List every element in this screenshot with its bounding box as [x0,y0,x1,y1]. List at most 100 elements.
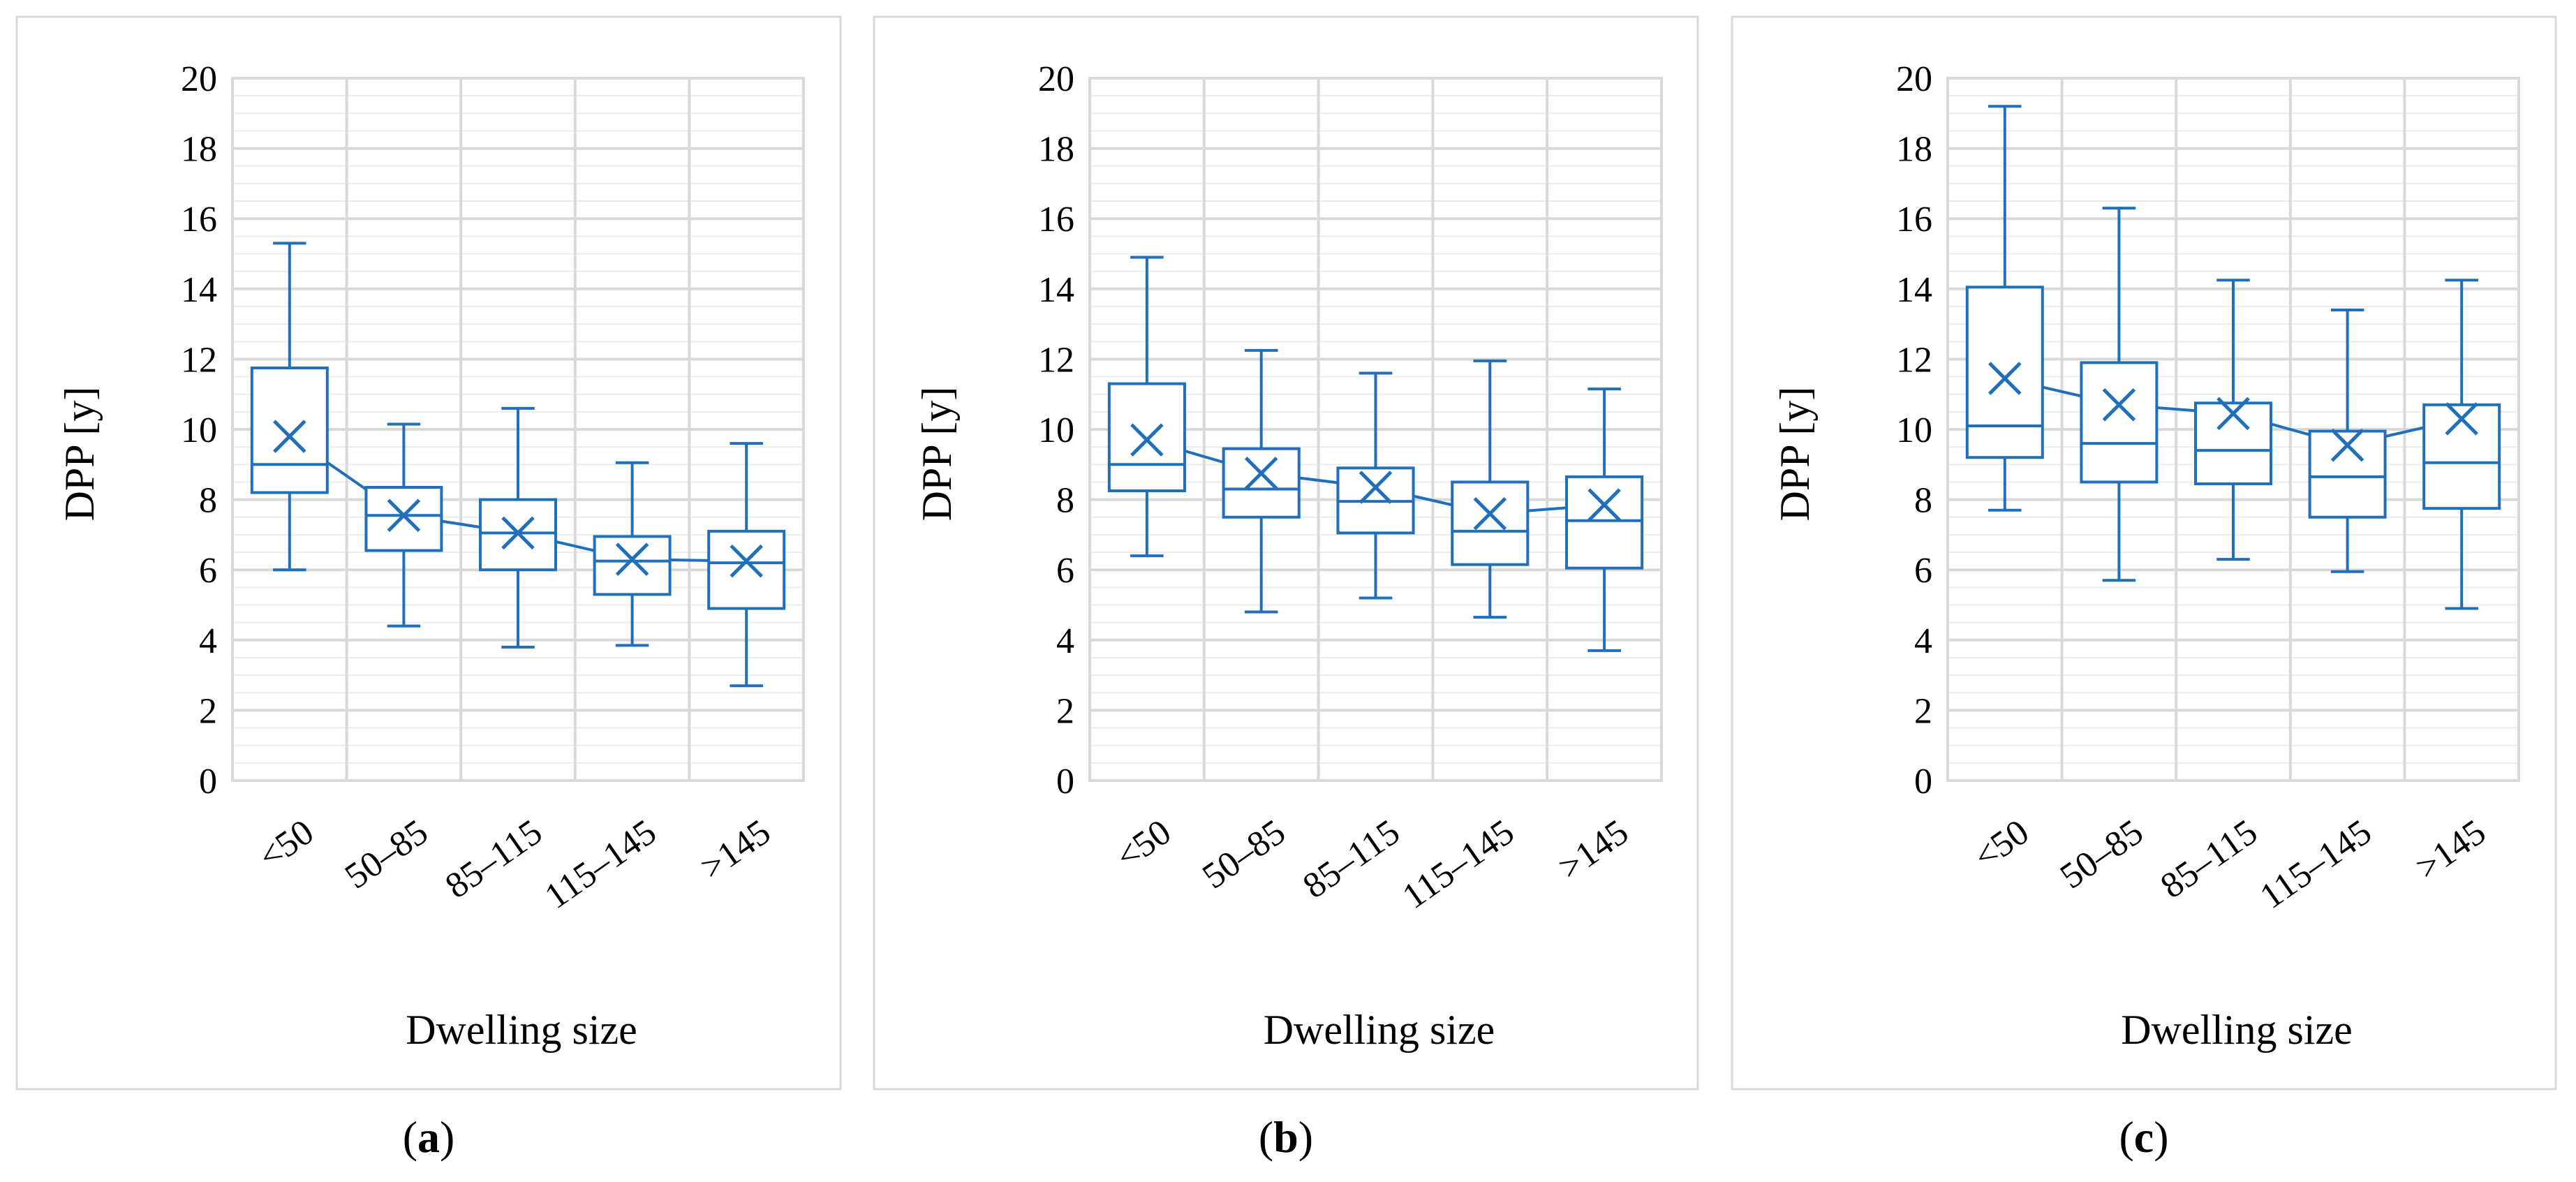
iqr-box [1565,475,1644,570]
box-85–115 [1336,371,1415,600]
box-<50 [1107,256,1186,558]
mean-marker [730,544,763,578]
iqr-box [1451,480,1530,566]
mean-marker [273,420,306,453]
iqr-box [593,535,672,596]
y-tick-label: 18 [1038,130,1074,170]
x-axis-title: Dwelling size [406,1007,637,1053]
y-tick-label: 12 [181,340,217,380]
box->145 [2422,279,2501,610]
iqr-box [1965,286,2044,459]
y-tick-label: 16 [181,200,217,239]
iqr-box [364,485,443,552]
y-tick-label: 16 [1896,200,1932,239]
y-tick-label: 12 [1038,340,1074,380]
y-tick-label: 14 [1038,270,1074,310]
box-<50 [1965,105,2044,512]
y-tick-label: 0 [199,762,217,801]
y-tick-label: 6 [199,551,217,591]
caption-letter: c [2134,1112,2154,1162]
iqr-box [2194,401,2272,485]
y-tick-label: 20 [181,59,217,99]
y-tick-label: 18 [181,130,217,170]
y-tick-label: 12 [1896,340,1932,380]
box-85–115 [2194,279,2272,561]
mean-marker [501,516,535,550]
y-tick-label: 10 [181,411,217,450]
mean-marker [615,542,649,576]
plot-area-border [1946,77,2520,782]
box-50–85 [364,422,443,628]
iqr-box [250,366,329,494]
box-115–145 [593,461,672,647]
y-tick-label: 0 [1056,762,1074,801]
y-tick-label: 4 [1056,621,1074,661]
plot-area-border [231,77,805,782]
iqr-box [1107,382,1186,493]
y-tick-label: 2 [1914,691,1932,731]
y-tick-label: 0 [1914,762,1932,801]
panel-caption-a: (a) [403,1112,455,1162]
mean-marker [2445,402,2478,436]
mean-marker [1244,457,1278,490]
y-tick-label: 14 [181,270,217,310]
caption-paren-open: ( [2119,1112,2133,1162]
box-115–145 [2308,308,2387,573]
y-tick-label: 8 [1914,481,1932,521]
iqr-box [1222,447,1301,519]
mean-marker [1359,471,1393,504]
x-axis-title: Dwelling size [2121,1007,2353,1053]
y-tick-label: 4 [1914,621,1932,661]
mean-marker [1130,423,1164,457]
caption-letter: b [1273,1112,1298,1162]
caption-paren-open: ( [403,1112,417,1162]
mean-marker [1587,488,1621,522]
box->145 [1565,387,1644,652]
panel-caption-c: (c) [2119,1112,2168,1162]
caption-paren-close: ) [2154,1112,2168,1162]
y-tick-label: 18 [1896,130,1932,170]
caption-letter: a [417,1112,440,1162]
y-tick-label: 14 [1896,270,1932,310]
mean-marker [2216,397,2250,431]
y-tick-label: 4 [199,621,217,661]
y-tick-label: 2 [1056,691,1074,731]
panel-caption-b: (b) [1259,1112,1313,1162]
iqr-box [707,529,786,610]
box-<50 [250,242,329,572]
iqr-box [2080,361,2159,484]
y-tick-label: 16 [1038,200,1074,239]
y-axis-title: DPP [y] [57,387,103,522]
caption-paren-close: ) [440,1112,454,1162]
box-50–85 [1222,348,1301,614]
y-tick-label: 20 [1038,59,1074,99]
box-85–115 [479,406,557,649]
mean-marker [1473,496,1507,531]
mean-marker [387,498,421,533]
y-tick-label: 20 [1896,59,1932,99]
caption-paren-close: ) [1298,1112,1313,1162]
y-tick-label: 2 [199,691,217,731]
y-axis-title: DPP [y] [914,387,960,522]
box-50–85 [2080,207,2159,582]
x-axis-title: Dwelling size [1264,1007,1495,1053]
caption-paren-open: ( [1259,1112,1273,1162]
y-tick-label: 10 [1038,411,1074,450]
mean-marker [2330,428,2364,462]
y-tick-label: 8 [199,481,217,521]
plot-area-border [1088,77,1663,782]
y-tick-label: 6 [1914,551,1932,591]
y-tick-label: 8 [1056,481,1074,521]
y-tick-label: 10 [1896,411,1932,450]
iqr-box [2422,403,2501,510]
y-tick-label: 6 [1056,551,1074,591]
y-axis-title: DPP [y] [1772,387,1818,522]
mean-marker [1988,362,2022,395]
mean-marker [2102,388,2136,422]
box-115–145 [1451,359,1530,619]
box->145 [707,442,786,688]
